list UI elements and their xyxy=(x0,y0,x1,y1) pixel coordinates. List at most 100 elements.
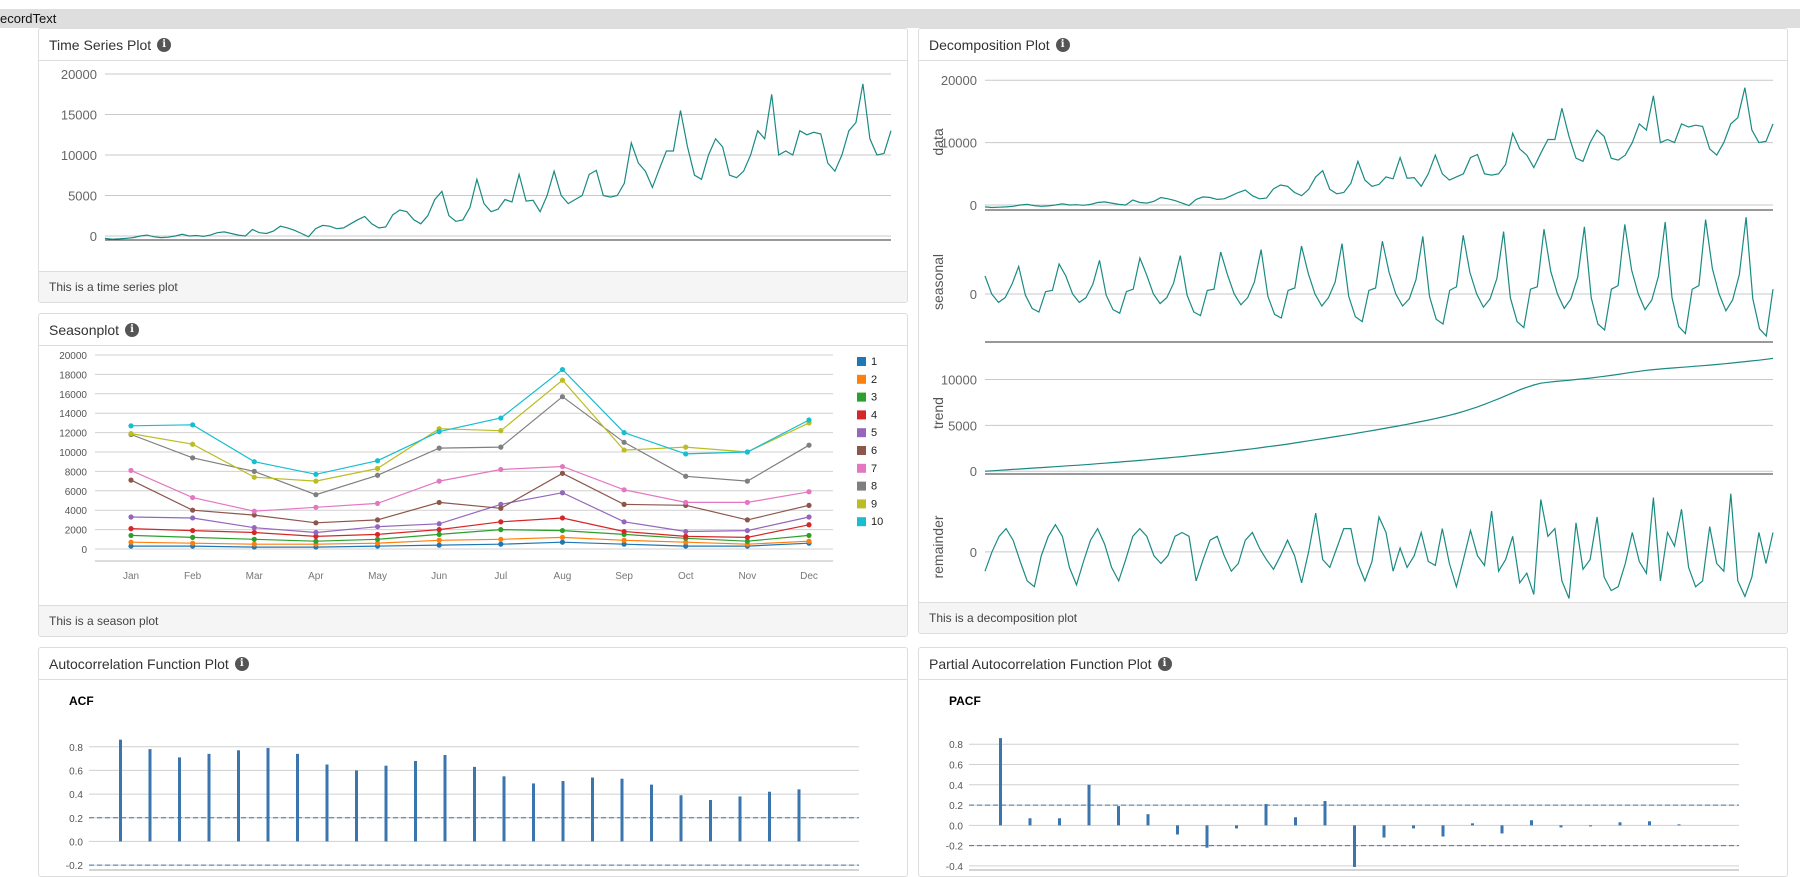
series-line xyxy=(984,493,1774,599)
bar xyxy=(591,777,594,842)
info-icon[interactable]: i xyxy=(234,656,249,671)
y-tick-label: 0 xyxy=(970,545,977,560)
data-point xyxy=(313,533,319,539)
y-tick-label: 5000 xyxy=(948,418,977,433)
y-tick-label: 0.0 xyxy=(949,821,963,832)
bar xyxy=(325,764,329,842)
bar xyxy=(1264,804,1268,826)
bar xyxy=(1589,825,1592,827)
legend-label: 1 xyxy=(871,356,877,368)
x-tick-label: May xyxy=(368,571,387,582)
data-point xyxy=(128,423,134,429)
data-point xyxy=(313,471,319,477)
data-point xyxy=(251,474,257,480)
x-tick-label: Aug xyxy=(554,571,572,582)
data-point xyxy=(559,490,566,496)
info-icon[interactable]: i xyxy=(157,37,172,52)
data-point xyxy=(559,527,566,534)
bar xyxy=(738,796,742,842)
data-point xyxy=(498,444,504,450)
data-point xyxy=(498,466,504,473)
bar xyxy=(237,750,240,842)
data-point xyxy=(190,441,196,447)
info-icon[interactable]: i xyxy=(1055,37,1070,52)
data-point xyxy=(436,531,442,538)
y-tick-label: 20000 xyxy=(61,67,97,82)
season-header: Seasonplot i xyxy=(39,314,907,346)
x-tick-label: Oct xyxy=(678,571,694,582)
data-point xyxy=(683,533,689,539)
series-line xyxy=(984,87,1774,209)
data-point xyxy=(621,430,627,436)
bar xyxy=(561,781,565,842)
y-tick-label: 0.8 xyxy=(949,740,963,751)
y-tick-label: 16000 xyxy=(59,390,87,401)
data-point xyxy=(190,422,196,428)
bar xyxy=(1559,825,1563,828)
bar xyxy=(1205,825,1209,848)
bar xyxy=(296,753,299,842)
y-tick-label: 10000 xyxy=(61,148,97,163)
bar xyxy=(502,776,506,842)
data-point xyxy=(498,541,504,547)
data-point xyxy=(559,534,566,540)
bar xyxy=(1412,825,1415,829)
legend-swatch xyxy=(857,392,866,402)
info-icon[interactable]: i xyxy=(125,322,140,337)
y-tick-label: 0.6 xyxy=(949,761,963,772)
data-point xyxy=(621,537,627,543)
data-point xyxy=(251,459,257,465)
data-point xyxy=(621,501,627,507)
legend-label: 5 xyxy=(871,427,877,439)
series-line xyxy=(104,83,892,240)
legend-label: 4 xyxy=(871,409,877,421)
bar xyxy=(1087,784,1091,826)
data-point xyxy=(436,478,442,484)
y-axis-label: seasonal xyxy=(930,254,946,310)
bar xyxy=(1353,825,1356,867)
bar xyxy=(384,765,388,842)
data-point xyxy=(128,467,134,474)
data-point xyxy=(498,519,504,525)
data-point xyxy=(190,534,196,540)
data-point xyxy=(128,477,134,483)
data-point xyxy=(436,429,442,435)
data-point xyxy=(744,527,750,534)
series-line xyxy=(131,541,810,548)
info-icon[interactable]: i xyxy=(1157,656,1172,671)
data-point xyxy=(128,543,134,549)
data-point xyxy=(621,528,627,535)
data-point xyxy=(374,531,381,538)
bar xyxy=(1471,823,1474,826)
data-point xyxy=(683,539,689,545)
y-tick-label: 14000 xyxy=(59,409,87,420)
bar xyxy=(1058,818,1061,826)
series-line xyxy=(130,395,810,496)
bar xyxy=(148,749,152,842)
data-point xyxy=(251,529,257,536)
pacf-header: Partial Autocorrelation Function Plot i xyxy=(919,648,1787,680)
data-point xyxy=(190,527,196,534)
data-point xyxy=(313,504,319,510)
data-point xyxy=(128,526,134,532)
data-point xyxy=(806,502,812,508)
data-point xyxy=(251,508,257,514)
data-point xyxy=(559,377,566,383)
season-title: Seasonplot xyxy=(49,321,120,338)
data-point xyxy=(621,541,627,547)
data-point xyxy=(806,532,812,539)
y-axis-label: data xyxy=(930,128,946,155)
data-point xyxy=(683,473,689,479)
series-line xyxy=(130,368,810,475)
legend-swatch xyxy=(857,517,866,527)
pacf-panel: Partial Autocorrelation Function Plot i … xyxy=(918,647,1788,877)
series-line xyxy=(130,492,810,534)
data-point xyxy=(374,458,381,464)
bar xyxy=(266,747,270,842)
data-point xyxy=(806,442,812,448)
data-point xyxy=(374,517,381,523)
acf-panel: Autocorrelation Function Plot i ACF -0.2 0… xyxy=(38,647,908,877)
time-series-header: Time Series Plot i xyxy=(39,29,907,61)
data-point xyxy=(313,529,319,536)
data-point xyxy=(621,487,627,493)
